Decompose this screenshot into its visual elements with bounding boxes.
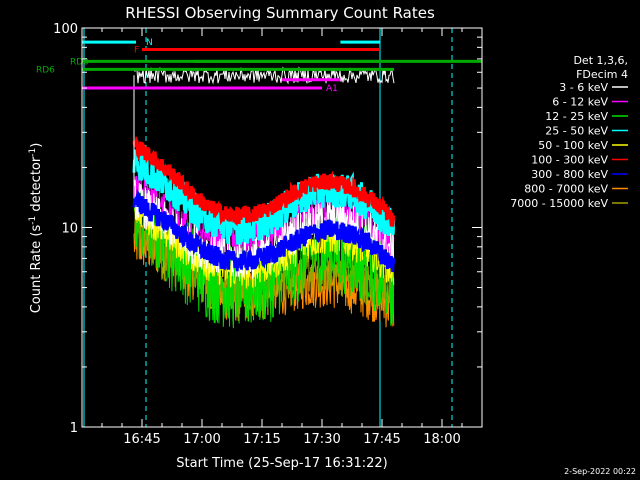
y-axis-label-end: ) <box>29 143 44 148</box>
x-axis: 16:45 17:00 17:15 17:30 17:45 18:00 <box>101 28 463 447</box>
x-axis-label: Start Time (25-Sep-17 16:31:22) <box>176 456 387 471</box>
flag-label-rd0: RD0 <box>70 57 89 67</box>
legend: Det 1,3,6,FDecim 43 - 6 keV 6 - 12 keV12 … <box>510 54 628 210</box>
y-axis-label-mid: detector <box>29 156 44 216</box>
y-tick-label-1: 10 <box>61 222 78 237</box>
flag-label-n: N <box>146 38 153 48</box>
x-tick-label-5: 18:00 <box>423 432 460 447</box>
series-300-800kev <box>132 188 396 273</box>
y-axis-label-exp1: -1 <box>28 216 38 225</box>
footer-timestamp: 2-Sep-2022 00:22 <box>564 467 636 476</box>
legend-label-2: 12 - 25 keV <box>545 110 608 123</box>
legend-label-3: 25 - 50 keV <box>545 125 608 138</box>
legend-header-1: FDecim 4 <box>576 68 628 81</box>
y-tick-label-0: 1 <box>70 421 78 436</box>
y-tick-label-2: 100 <box>53 22 78 37</box>
legend-header-0: Det 1,3,6, <box>573 54 628 67</box>
y-axis-label-main: Count Rate (s <box>29 225 44 314</box>
legend-label-4: 50 - 100 keV <box>538 139 608 152</box>
y-axis: 1 10 100 <box>53 22 482 436</box>
x-tick-label-3: 17:30 <box>303 432 340 447</box>
x-tick-label-4: 17:45 <box>363 432 400 447</box>
legend-label-0: 3 - 6 keV <box>559 81 608 94</box>
legend-label-5: 100 - 300 keV <box>531 154 608 167</box>
legend-label-7: 800 - 7000 keV <box>524 183 608 196</box>
attenuator-trace <box>133 66 395 85</box>
y-axis-label: Count Rate (s-1 detector-1) <box>28 143 44 314</box>
x-tick-label-0: 16:45 <box>123 432 160 447</box>
legend-label-8: 7000 - 15000 keV <box>510 197 608 210</box>
y-axis-label-exp2: -1 <box>28 148 38 157</box>
series-100-300kev <box>132 135 396 227</box>
legend-label-1: 6 - 12 keV <box>552 96 608 109</box>
flag-label-rd6: RD6 <box>36 65 55 75</box>
flag-label-f: F <box>134 46 139 56</box>
x-tick-label-2: 17:15 <box>243 432 280 447</box>
chart-title: RHESSI Observing Summary Count Rates <box>125 4 435 22</box>
legend-label-6: 300 - 800 keV <box>531 168 608 181</box>
flag-label-a1: A1 <box>326 84 338 94</box>
x-tick-label-1: 17:00 <box>183 432 220 447</box>
